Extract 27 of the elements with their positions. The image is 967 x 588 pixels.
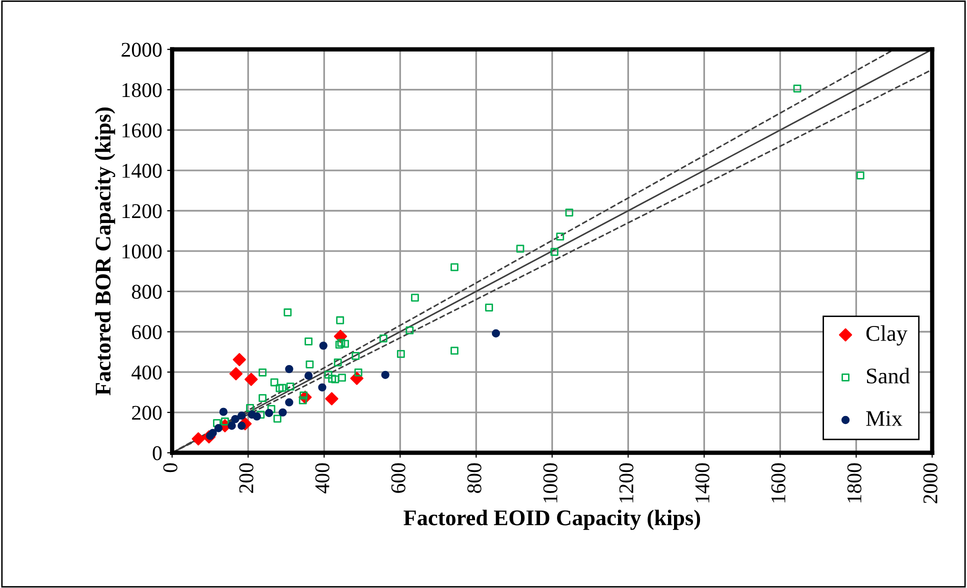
x-tick-label: 1400 xyxy=(695,463,710,502)
y-tick-label: 800 xyxy=(132,284,162,299)
x-tick-label: 1000 xyxy=(543,463,558,502)
y-axis-title: Factored BOR Capacity (kips) xyxy=(94,108,116,396)
x-tick-label: 1800 xyxy=(847,463,862,502)
x-tick-label: 200 xyxy=(239,463,254,493)
y-tick-label: 1400 xyxy=(122,164,162,178)
y-tick-label: 1000 xyxy=(122,244,162,259)
y-tick-label: 1800 xyxy=(122,83,162,98)
x-axis-title: Factored EOID Capacity (kips) xyxy=(404,510,700,530)
x-tick-label: 800 xyxy=(467,463,482,493)
legend-label: Sand xyxy=(867,368,910,384)
y-tick-label: 400 xyxy=(132,365,162,380)
y-tick-label: 0 xyxy=(152,446,162,460)
x-tick-label: 2000 xyxy=(923,463,938,504)
y-tick-label: 2000 xyxy=(122,42,162,57)
legend-label: Mix xyxy=(866,411,902,426)
x-tick-label: 1600 xyxy=(771,463,786,502)
y-tick-label: 600 xyxy=(132,325,162,340)
x-tick-label: 1200 xyxy=(619,463,634,502)
x-tick-label: 400 xyxy=(315,463,330,494)
legend-label: Clay xyxy=(866,325,908,346)
y-tick-label: 200 xyxy=(132,406,162,420)
y-tick-label: 1600 xyxy=(122,123,162,138)
y-tick-label: 1200 xyxy=(122,204,162,218)
x-tick-label: 600 xyxy=(391,463,406,493)
x-tick-label: 0 xyxy=(163,463,178,472)
